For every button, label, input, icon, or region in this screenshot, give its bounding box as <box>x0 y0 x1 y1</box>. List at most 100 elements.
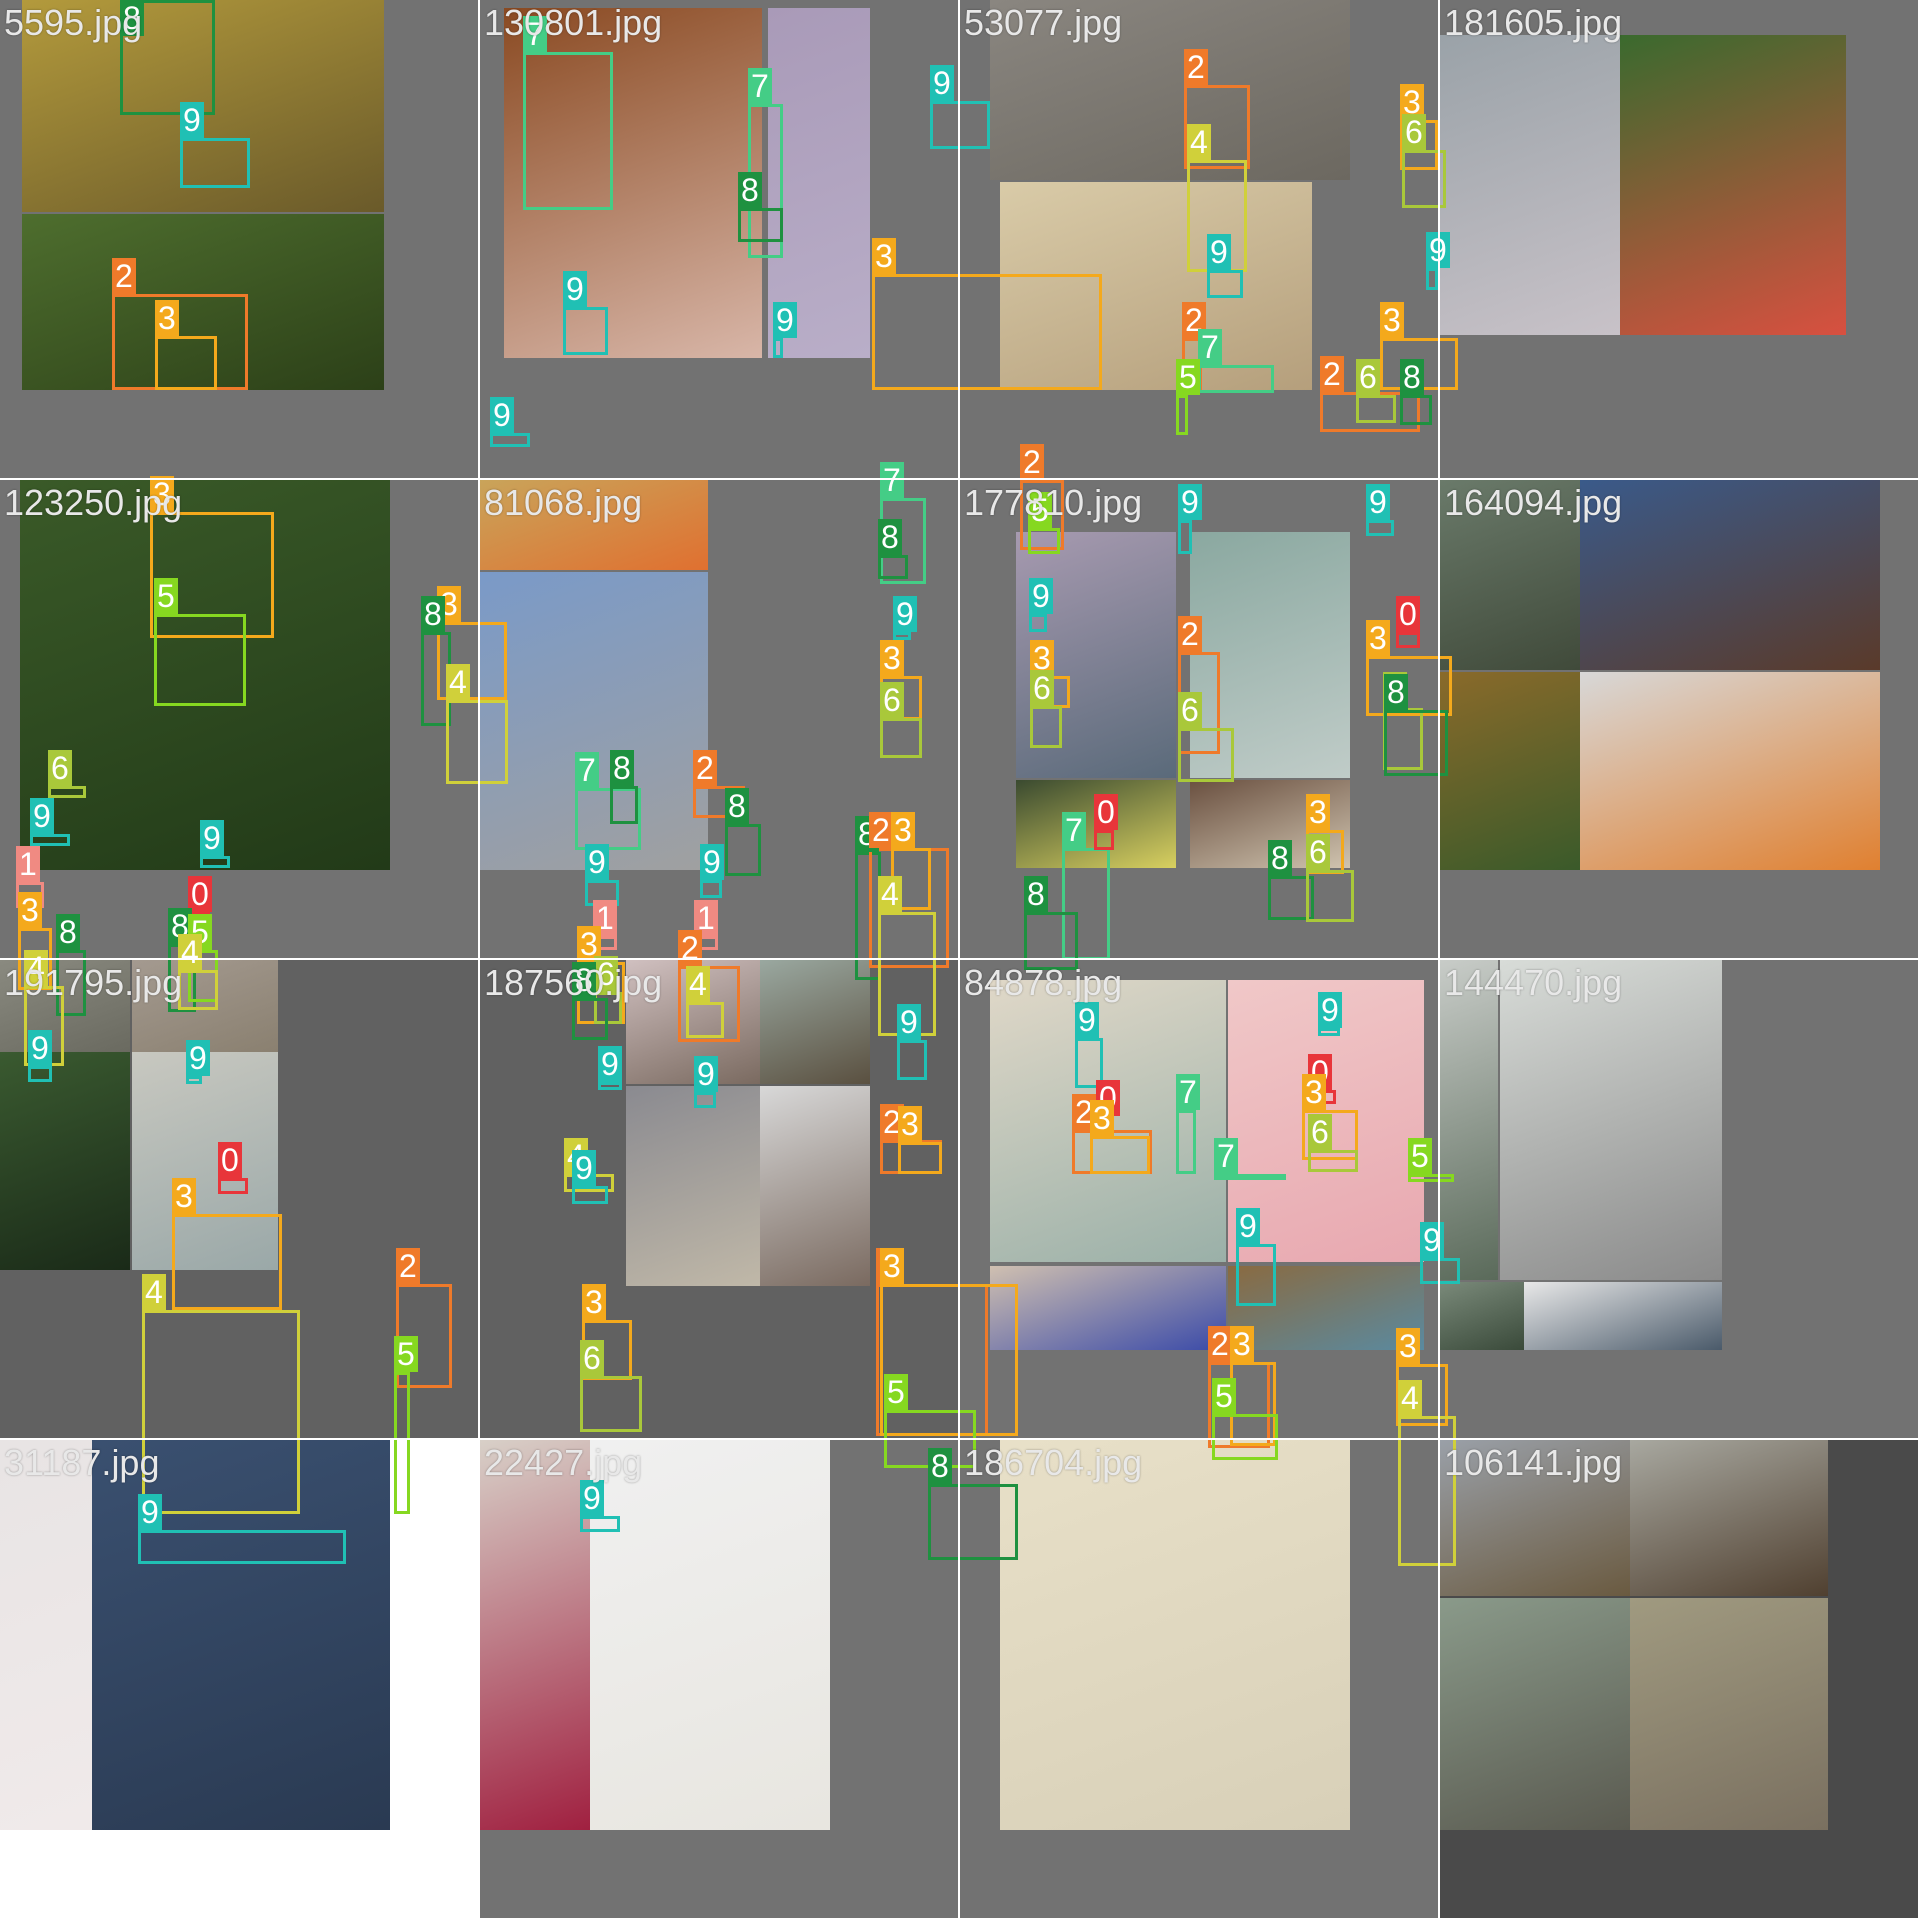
class-label: 5 <box>1176 359 1200 395</box>
detection-box <box>1268 876 1314 920</box>
detection-box <box>1306 870 1354 922</box>
class-label: 8 <box>1400 359 1424 395</box>
photo-thumbnail <box>626 1086 760 1286</box>
image-tile: 177810.jpg <box>960 480 1438 958</box>
class-label: 0 <box>1094 794 1118 830</box>
photo-thumbnail <box>1000 182 1312 390</box>
detection-box <box>1176 1110 1196 1174</box>
photo-thumbnail <box>480 1440 590 1830</box>
class-label: 6 <box>48 750 72 786</box>
photo-thumbnail <box>990 1266 1226 1350</box>
class-label: 9 <box>893 596 917 632</box>
class-label: 2 <box>112 258 136 294</box>
detection-box <box>1420 1258 1460 1284</box>
detection-box <box>1030 706 1062 748</box>
image-filename: 22427.jpg <box>484 1442 643 1483</box>
detection-box <box>1094 830 1114 850</box>
class-label: 9 <box>930 65 954 101</box>
class-label: 9 <box>694 1056 718 1092</box>
class-label: 8 <box>725 788 749 824</box>
photo-thumbnail <box>1440 960 1498 1280</box>
class-label: 9 <box>1178 484 1202 520</box>
detection-box <box>154 614 246 706</box>
detection-box <box>1214 1174 1286 1180</box>
photo-thumbnail <box>0 960 130 1052</box>
detection-box <box>523 52 613 210</box>
detection-box <box>1020 480 1064 550</box>
class-label: 9 <box>186 1040 210 1076</box>
class-label: 9 <box>1420 1222 1444 1258</box>
detection-box <box>1302 1110 1358 1160</box>
photo-thumbnail <box>0 1052 130 1270</box>
class-label: 4 <box>142 1274 166 1310</box>
tile-divider <box>0 478 1920 480</box>
detection-box <box>1236 1244 1276 1306</box>
class-label: 3 <box>1380 302 1404 338</box>
class-label: 9 <box>580 1480 604 1516</box>
class-label: 7 <box>575 752 599 788</box>
class-label: 3 <box>880 1248 904 1284</box>
class-label: 5 <box>394 1336 418 1372</box>
detection-box <box>686 1002 724 1038</box>
class-label: 5 <box>1408 1138 1432 1174</box>
class-label: 9 <box>28 1030 52 1066</box>
tile-divider <box>0 1438 1920 1440</box>
detection-box <box>1178 520 1192 554</box>
detection-box <box>1366 520 1394 536</box>
image-tile: 164094.jpg <box>1440 480 1918 958</box>
class-label: 9 <box>897 1004 921 1040</box>
class-label: 2 <box>396 1248 420 1284</box>
image-filename: 177810.jpg <box>964 482 1143 523</box>
detection-box <box>180 138 250 188</box>
detection-box <box>928 1484 1018 1560</box>
class-label: 8 <box>1024 876 1048 912</box>
class-label: 3 <box>18 892 42 928</box>
class-label: 2 <box>1208 1326 1232 1362</box>
class-label: 8 <box>1384 674 1408 710</box>
class-label: 9 <box>490 397 514 433</box>
class-label: 0 <box>1396 596 1420 632</box>
class-label: 9 <box>30 798 54 834</box>
class-label: 0 <box>218 1142 242 1178</box>
detection-box <box>56 950 86 1016</box>
detection-box <box>1178 728 1234 782</box>
class-label: 9 <box>1318 992 1342 1028</box>
detection-box <box>1198 365 1274 393</box>
image-filename: 84878.jpg <box>964 962 1123 1003</box>
class-label: 7 <box>1198 329 1222 365</box>
detection-box <box>30 834 70 846</box>
class-label: 7 <box>523 16 547 52</box>
detection-box <box>1426 268 1438 290</box>
class-label: 2 <box>678 930 702 966</box>
photo-thumbnail <box>504 8 762 358</box>
detection-box <box>1075 1038 1103 1088</box>
photo-thumbnail <box>1440 35 1620 335</box>
photo-thumbnail <box>1440 1440 1630 1596</box>
detection-box <box>1398 1416 1456 1566</box>
class-label: 9 <box>572 1150 596 1186</box>
photo-thumbnail <box>990 0 1350 180</box>
detection-box <box>1366 656 1452 716</box>
detection-box <box>178 970 218 1010</box>
detection-box <box>1207 270 1243 298</box>
class-label: 2 <box>869 812 893 848</box>
class-label: 7 <box>748 68 772 104</box>
image-tile: 106141.jpg <box>1440 1440 1918 1918</box>
class-label: 6 <box>1356 359 1380 395</box>
class-label: 7 <box>1214 1138 1238 1174</box>
photo-thumbnail <box>0 1440 92 1830</box>
photo-thumbnail <box>132 960 278 1052</box>
tile-divider <box>0 958 1920 960</box>
detection-box <box>872 274 1102 390</box>
detection-box <box>28 1066 52 1082</box>
class-label: 5 <box>1212 1378 1236 1414</box>
class-label: 6 <box>594 956 618 992</box>
detection-box <box>48 786 86 798</box>
detection-box <box>394 1372 410 1514</box>
tile-divider <box>958 0 960 1920</box>
class-label: 8 <box>1268 840 1292 876</box>
class-label: 8 <box>610 750 634 786</box>
class-label: 6 <box>880 682 904 718</box>
image-tile: 144470.jpg <box>1440 960 1918 1438</box>
image-filename: 31187.jpg <box>4 1442 160 1483</box>
